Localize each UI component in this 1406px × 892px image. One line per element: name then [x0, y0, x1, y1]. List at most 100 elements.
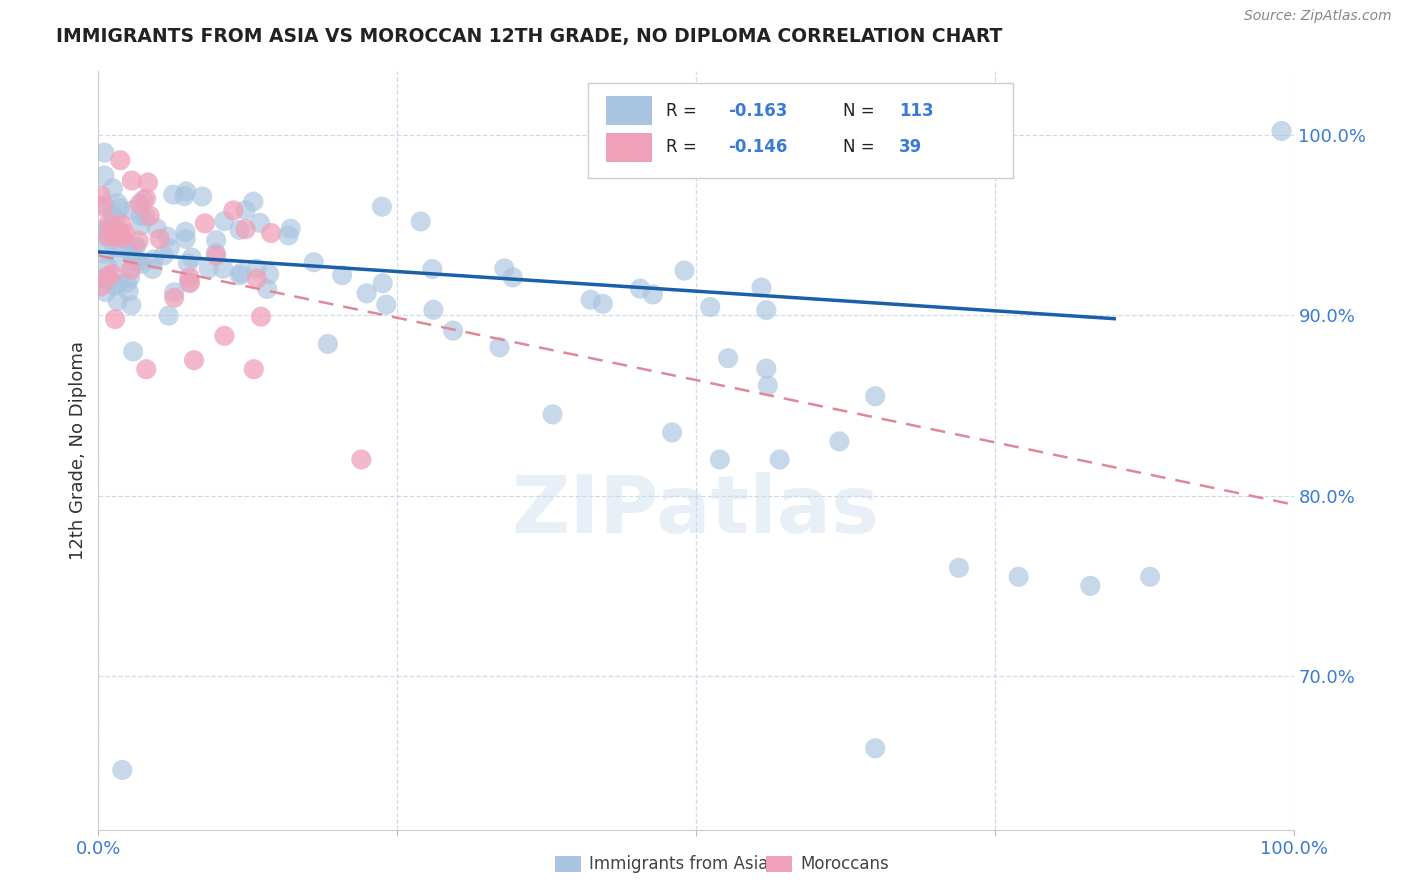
Point [222, 203, 245, 218]
Point [120, 298, 142, 312]
Point [502, 270, 524, 285]
Point [229, 268, 252, 283]
Point [356, 286, 378, 301]
Point [118, 270, 141, 285]
Point [204, 246, 226, 260]
Point [541, 408, 564, 422]
Point [135, 192, 157, 206]
Point [277, 228, 299, 243]
Point [135, 362, 157, 376]
Point [108, 201, 131, 215]
Point [194, 216, 217, 230]
Point [422, 302, 444, 317]
Point [93, 229, 115, 244]
Y-axis label: 12th Grade, No Diploma: 12th Grade, No Diploma [69, 341, 87, 560]
Point [948, 561, 970, 575]
Point [94, 285, 117, 299]
Point [93, 223, 115, 237]
Point [717, 351, 740, 366]
Point [156, 229, 179, 244]
Point [122, 344, 145, 359]
Point [134, 210, 156, 224]
Point [93, 169, 115, 183]
Point [149, 232, 172, 246]
Point [163, 291, 186, 305]
Point [302, 255, 325, 269]
Point [260, 226, 283, 240]
Point [96, 260, 118, 274]
Point [105, 211, 128, 225]
Point [104, 278, 127, 293]
Point [371, 200, 394, 214]
Point [235, 203, 257, 218]
Point [111, 217, 134, 231]
Point [104, 240, 127, 254]
Text: Immigrants from Asia: Immigrants from Asia [589, 855, 769, 873]
Point [212, 261, 235, 276]
Point [229, 266, 252, 280]
Point [104, 312, 127, 326]
Text: IMMIGRANTS FROM ASIA VS MOROCCAN 12TH GRADE, NO DIPLOMA CORRELATION CHART: IMMIGRANTS FROM ASIA VS MOROCCAN 12TH GR… [56, 27, 1002, 45]
Point [142, 252, 165, 267]
Point [205, 248, 228, 262]
Point [128, 197, 150, 211]
Point [249, 216, 271, 230]
Point [755, 303, 778, 318]
Point [111, 231, 134, 245]
Point [91, 200, 114, 214]
Point [250, 310, 273, 324]
Point [107, 293, 129, 308]
Point [628, 281, 651, 295]
Point [699, 300, 721, 314]
Point [132, 193, 155, 207]
Point [122, 253, 145, 268]
FancyBboxPatch shape [606, 96, 652, 125]
Point [108, 227, 131, 242]
Text: N =: N = [844, 102, 880, 120]
Point [118, 285, 141, 299]
Point [371, 277, 394, 291]
Point [145, 221, 167, 235]
Point [122, 203, 145, 218]
Point [422, 262, 444, 277]
Text: Source: ZipAtlas.com: Source: ZipAtlas.com [1244, 9, 1392, 23]
Point [129, 209, 152, 223]
Point [120, 263, 142, 277]
Point [90, 279, 112, 293]
Point [159, 242, 181, 256]
Point [191, 189, 214, 203]
Point [101, 220, 124, 235]
Point [90, 188, 112, 202]
Point [828, 434, 851, 449]
Point [174, 232, 197, 246]
Text: -0.146: -0.146 [728, 138, 787, 156]
Point [128, 234, 150, 248]
Point [97, 216, 120, 230]
Point [243, 362, 266, 376]
Point [105, 228, 128, 243]
Point [409, 214, 432, 228]
Point [174, 185, 197, 199]
Point [131, 257, 153, 271]
Point [245, 261, 267, 276]
Point [235, 222, 257, 236]
Point [641, 287, 664, 301]
Point [1139, 570, 1161, 584]
Text: R =: R = [666, 102, 702, 120]
Point [103, 230, 125, 244]
Point [756, 378, 779, 392]
Point [709, 452, 731, 467]
Point [93, 198, 115, 212]
Point [121, 173, 143, 187]
Point [93, 145, 115, 160]
Point [214, 328, 236, 343]
Point [110, 240, 132, 254]
Point [257, 267, 280, 281]
Point [101, 208, 124, 222]
Point [768, 452, 790, 467]
Point [441, 324, 464, 338]
Point [97, 223, 120, 237]
Point [120, 247, 142, 261]
Point [673, 263, 696, 277]
Point [101, 267, 124, 281]
